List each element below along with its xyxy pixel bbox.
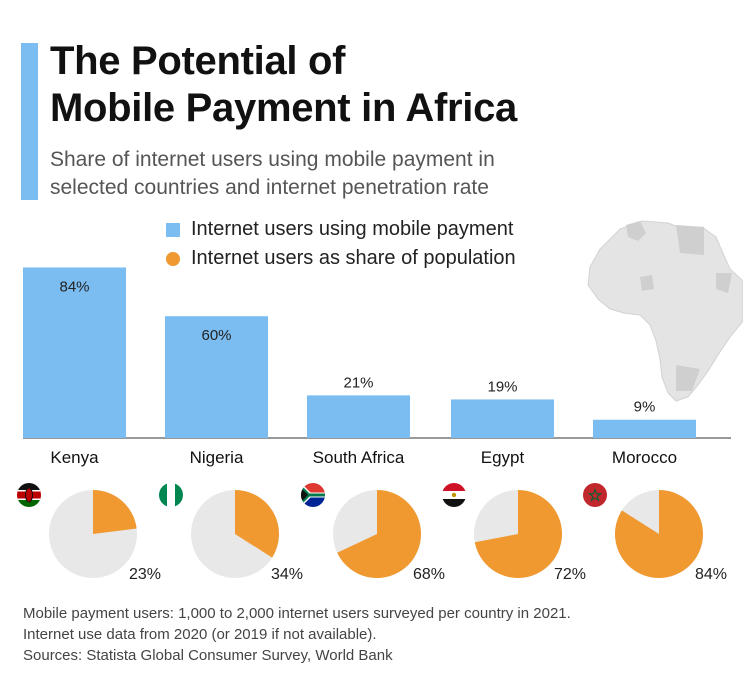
- pie-slice-kenya: [93, 490, 137, 534]
- legend-circle-icon: [166, 251, 180, 266]
- pie-morocco: [614, 490, 703, 578]
- chart-title: The Potential of Mobile Payment in Afric…: [50, 38, 517, 132]
- pie-group-nigeria: 34%: [159, 478, 317, 593]
- footnote: Mobile payment users: 1,000 to 2,000 int…: [23, 603, 571, 666]
- bar-value-label-morocco: 9%: [634, 399, 656, 416]
- bar-value-label-nigeria: 60%: [201, 327, 231, 344]
- pie-slice-egypt: [474, 490, 563, 578]
- morocco-flag-icon: [583, 483, 607, 507]
- pie-kenya: [49, 490, 137, 578]
- bar-morocco: [593, 419, 696, 438]
- pie-value-label-south-africa: 68%: [413, 566, 446, 583]
- bar-value-label-kenya: 84%: [59, 278, 89, 295]
- pie-group-south-africa: 68%: [301, 478, 459, 593]
- africa-map-icon: [587, 220, 743, 402]
- pie-south-africa: [333, 490, 422, 578]
- bar-nigeria: [165, 316, 268, 438]
- pie-group-morocco: 84%: [583, 478, 741, 593]
- category-label-egypt: Egypt: [481, 448, 525, 467]
- legend-label-bar: Internet users using mobile payment: [191, 218, 514, 240]
- footnote-line-2: Internet use data from 2020 (or 2019 if …: [23, 626, 377, 643]
- bar-kenya: [23, 267, 126, 438]
- south-africa-flag-icon: [301, 483, 325, 507]
- subtitle-line-2: selected countries and internet penetrat…: [50, 176, 489, 199]
- pie-value-label-morocco: 84%: [695, 566, 728, 583]
- subtitle-line-1: Share of internet users using mobile pay…: [50, 148, 495, 171]
- bar-value-label-egypt: 19%: [487, 378, 517, 395]
- category-label-nigeria: Nigeria: [190, 448, 244, 467]
- pie-egypt: [474, 490, 563, 578]
- pie-slice-south-africa: [337, 490, 422, 578]
- egypt-flag-icon: [442, 483, 466, 507]
- footnote-line-1: Mobile payment users: 1,000 to 2,000 int…: [23, 605, 571, 622]
- title-line-1: The Potential of: [50, 39, 346, 83]
- pie-slice-nigeria: [235, 490, 280, 558]
- accent-bar: [21, 43, 38, 200]
- category-label-morocco: Morocco: [612, 448, 677, 467]
- legend-item-bar: Internet users using mobile payment: [166, 215, 516, 244]
- pie-chart-row: 23% 34% 68% 72% 84%: [0, 478, 743, 598]
- pie-group-kenya: 23%: [17, 478, 175, 593]
- bar-chart: 84% Kenya 60% Nigeria 21% South Africa 19% Egyp…: [23, 267, 731, 467]
- title-line-2: Mobile Payment in Africa: [50, 86, 517, 130]
- pie-group-egypt: 72%: [442, 478, 600, 593]
- pie-value-label-nigeria: 34%: [271, 566, 304, 583]
- nigeria-flag-icon: [159, 483, 183, 507]
- footnote-line-3: Sources: Statista Global Consumer Survey…: [23, 647, 393, 664]
- bar-egypt: [451, 399, 554, 438]
- pie-slice-morocco: [614, 490, 703, 578]
- bar-value-label-south-africa: 21%: [343, 374, 373, 391]
- chart-subtitle: Share of internet users using mobile pay…: [50, 146, 495, 202]
- legend-item-pie: Internet users as share of population: [166, 244, 516, 273]
- category-label-kenya: Kenya: [50, 448, 99, 467]
- pie-value-label-egypt: 72%: [554, 566, 587, 583]
- kenya-flag-icon: [17, 483, 41, 507]
- pie-value-label-kenya: 23%: [129, 566, 162, 583]
- category-label-south-africa: South Africa: [313, 448, 405, 467]
- bar-south-africa: [307, 395, 410, 438]
- pie-nigeria: [191, 490, 280, 578]
- chart-legend: Internet users using mobile payment Inte…: [166, 215, 516, 273]
- legend-label-pie: Internet users as share of population: [191, 247, 516, 269]
- legend-square-icon: [166, 222, 180, 237]
